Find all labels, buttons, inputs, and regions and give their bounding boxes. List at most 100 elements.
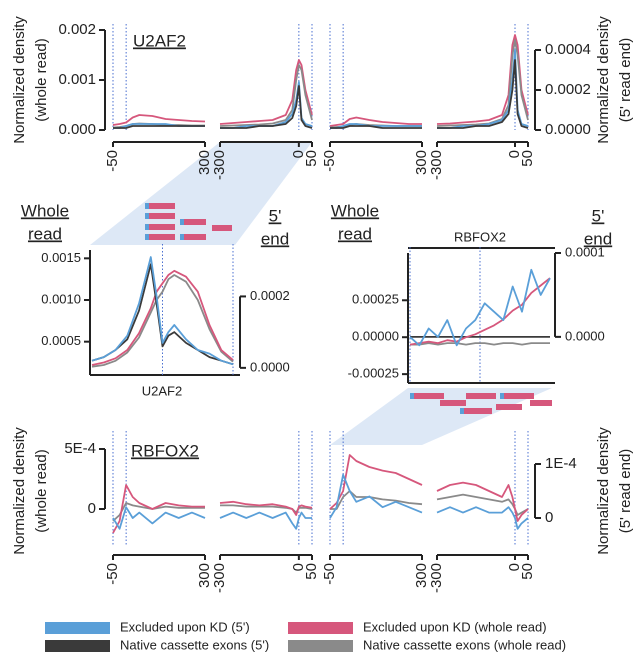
y2-tick-label: 0.0004 [545,41,591,58]
chart-title: U2AF2 [133,31,186,50]
x-tick-label: -300 [428,150,445,180]
y-axis-title: Normalized density [11,427,28,555]
series-line [219,59,313,125]
y2-tick-label: 1E-4 [545,455,577,472]
x-tick-label: 50 [519,563,536,580]
series-line [91,256,234,366]
y2-axis-title: end [261,229,289,248]
y-tick-label: 0.000 [58,121,96,138]
series-line [409,268,551,347]
y-axis-title: read [338,224,372,243]
x-tick-label: -300 [211,563,228,593]
plots: 0.0000.0010.0020.00000.00020.0004Normali… [11,16,634,593]
series-line [112,506,206,530]
series-line [112,114,206,126]
y-tick-label: 0.001 [58,71,96,88]
series-line [219,500,313,516]
series-line [436,493,529,516]
y-tick-label: 0 [88,500,96,517]
y-tick-label: 0.0015 [41,250,81,265]
series-line [91,274,234,368]
y2-axis-title: Normalized density [595,427,612,555]
y2-tick-label: 0.0000 [250,359,290,374]
series-line [329,473,423,519]
y2-tick-label: 0 [545,509,553,526]
y-axis-title: read [28,224,62,243]
legend-swatch [288,622,353,634]
series-line [436,481,529,522]
series-line [329,116,422,127]
chart-title: RBFOX2 [131,441,199,460]
legend-label: Excluded upon KD (5') [120,619,250,634]
x-tick-label: 0 [290,150,307,158]
x-tick-label: 0 [506,150,523,158]
x-tick-label: 50 [303,563,320,580]
y2-axis-title: Normalized density [595,16,612,144]
series-line [409,277,551,346]
y-tick-label: 5E-4 [64,440,96,457]
x-tick-label: 0 [506,563,523,571]
legend-label: Native cassette exons (5') [120,637,269,652]
y2-tick-label: 0.0000 [565,328,605,343]
x-tick-label: -50 [321,150,338,172]
series-line [113,125,205,129]
x-tick-label: -300 [211,150,228,180]
y2-tick-label: 0.0000 [545,121,591,138]
legend-swatch [45,622,110,634]
series-line [437,59,529,129]
x-tick-label: 300 [196,150,213,175]
y-tick-label: 0.0010 [41,291,81,306]
y2-axis-title: (5' read end) [617,38,634,123]
y2-axis-title: 5' [592,206,605,225]
series-line [330,125,422,129]
chart-title: U2AF2 [142,383,182,398]
x-tick-label: 300 [196,563,213,588]
x-tick-label: -50 [104,150,121,172]
y2-axis-title: (5' read end) [617,449,634,534]
series-line [219,511,312,530]
y-tick-label: 0.00025 [352,292,399,307]
y-axis-title: (whole read) [33,449,50,532]
series-line [436,34,529,125]
series-line [220,85,313,129]
legend-label: Native cassette exons (whole read) [363,637,566,652]
x-tick-label: 50 [303,150,320,167]
chart-title: RBFOX2 [454,229,506,244]
y2-axis-title: 5' [269,206,282,225]
zoom-highlight [90,142,312,245]
x-tick-label: 50 [519,150,536,167]
legend-swatch [288,640,353,652]
series-line [91,269,234,366]
y-axis-title: Normalized density [11,16,28,144]
series-line [436,39,529,127]
y-tick-label: 0.00000 [352,329,399,344]
y-tick-label: 0.0005 [41,333,81,348]
series-line [112,502,205,522]
series-line [410,342,550,346]
y2-tick-label: 0.0002 [545,81,591,98]
y-tick-label: 0.002 [58,21,96,38]
y2-tick-label: 0.0001 [565,244,605,259]
x-tick-label: 300 [413,150,430,175]
legend-label: Excluded upon KD (whole read) [363,619,547,634]
series-line [436,506,529,530]
x-tick-label: -50 [321,563,338,585]
y-axis-title: (whole read) [33,38,50,121]
exon-schematic [145,203,552,414]
series-line [330,490,423,510]
x-tick-label: 0 [290,563,307,571]
series-line [112,484,205,534]
legend: Excluded upon KD (5') Excluded upon KD (w… [45,619,566,652]
x-tick-label: -50 [104,563,121,585]
y2-tick-label: 0.0002 [250,288,290,303]
x-tick-label: -300 [428,563,445,593]
y2-axis-title: end [584,229,612,248]
y-tick-label: -0.00025 [348,366,399,381]
y-axis-title: Whole [331,201,379,220]
series-line [330,123,422,129]
x-tick-label: 300 [413,563,430,588]
y-axis-title: Whole [21,201,69,220]
series-line [219,64,313,127]
